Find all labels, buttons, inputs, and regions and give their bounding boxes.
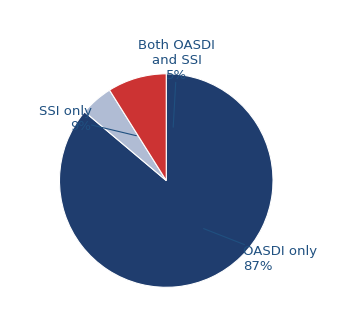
Wedge shape xyxy=(85,90,166,181)
Text: Both OASDI
and SSI
5%: Both OASDI and SSI 5% xyxy=(139,39,215,127)
Text: OASDI only
87%: OASDI only 87% xyxy=(204,229,317,273)
Text: SSI only
9%: SSI only 9% xyxy=(38,105,136,136)
Wedge shape xyxy=(110,74,166,181)
Wedge shape xyxy=(60,74,273,287)
